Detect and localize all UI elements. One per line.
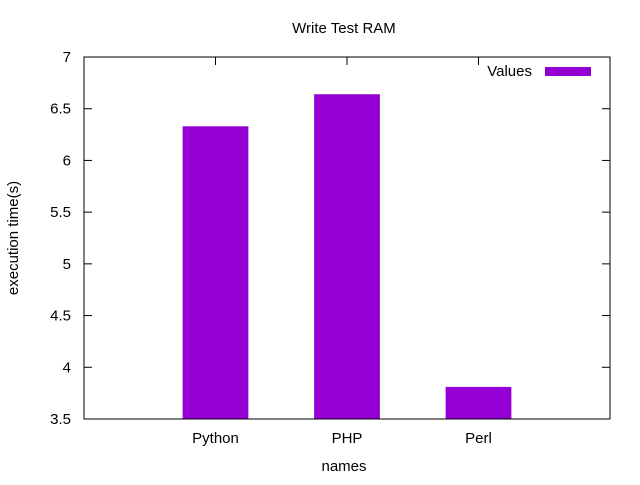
y-tick-label: 3.5 <box>50 411 71 428</box>
chart-title: Write Test RAM <box>292 20 396 37</box>
x-tick-label: Python <box>192 430 239 447</box>
y-tick-label: 7 <box>63 49 71 66</box>
y-tick-label: 5 <box>63 256 71 273</box>
x-tick-label: Perl <box>465 430 492 447</box>
tick-marks <box>84 56 610 420</box>
y-axis-label: execution time(s) <box>5 181 22 295</box>
legend-swatch <box>545 67 591 76</box>
y-tick-label: 6.5 <box>50 101 71 118</box>
x-axis-label: names <box>321 458 366 475</box>
tick-labels: 3.5 4 4.5 5 5.5 6 6.5 7 Python PHP Perl <box>50 49 492 447</box>
y-tick-label: 6 <box>63 152 71 169</box>
bar-perl <box>445 386 512 419</box>
x-tick-label: PHP <box>332 430 363 447</box>
bars <box>182 94 512 419</box>
bar-php <box>314 94 380 419</box>
legend-label: Values <box>487 63 532 80</box>
y-tick-label: 4.5 <box>50 308 71 325</box>
bar-python <box>182 126 249 419</box>
y-tick-label: 5.5 <box>50 204 71 221</box>
legend: Values <box>487 63 591 80</box>
y-tick-label: 4 <box>63 359 71 376</box>
plot-frame <box>83 56 611 420</box>
